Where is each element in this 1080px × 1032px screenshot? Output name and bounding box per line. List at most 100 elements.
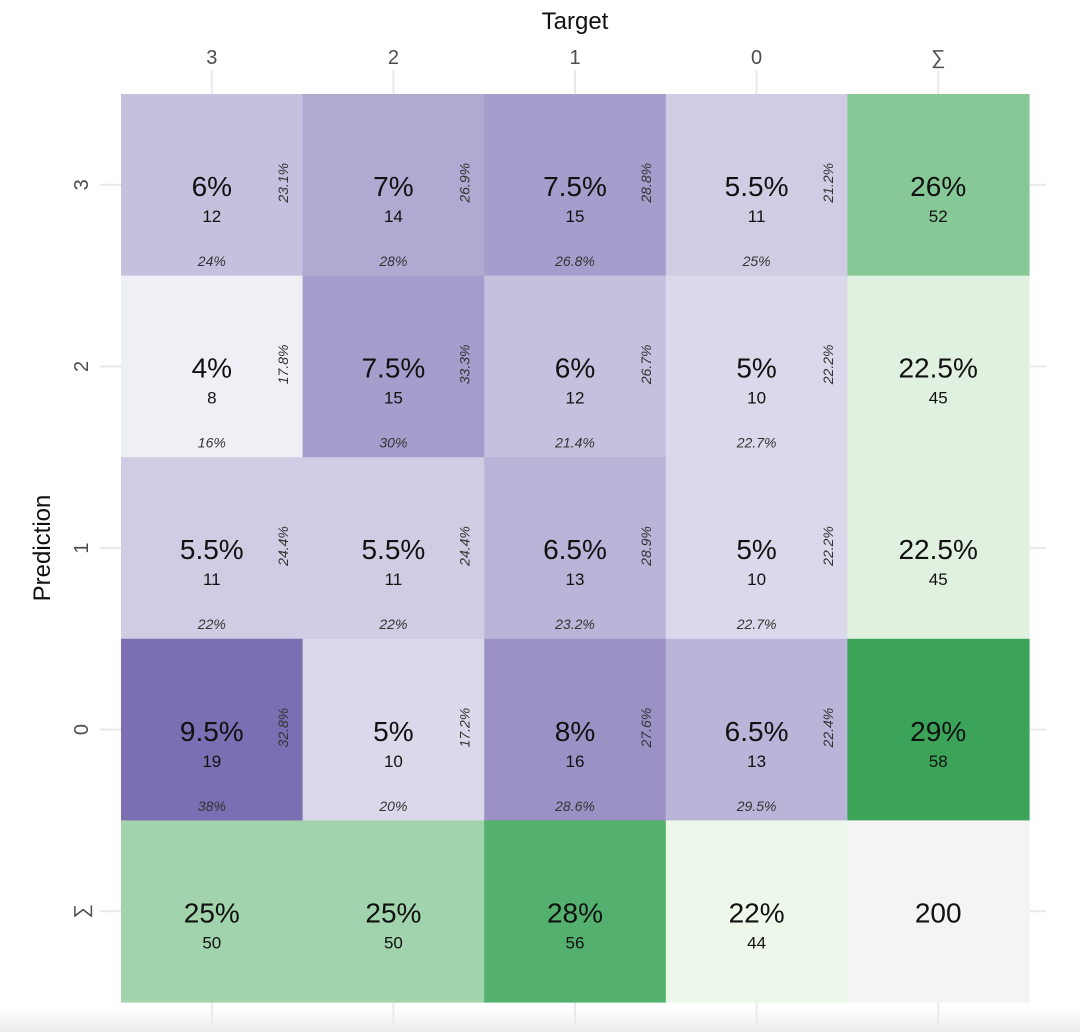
cell-percentage: 7.5% bbox=[543, 171, 607, 202]
x-tick-label: ∑ bbox=[931, 47, 945, 69]
cell-column-percentage: 26.8% bbox=[554, 253, 595, 269]
cell-row-percentage: 33.3% bbox=[457, 345, 473, 385]
matrix-cell bbox=[484, 457, 667, 640]
cell-row-percentage: 32.8% bbox=[275, 708, 291, 748]
matrix-cell bbox=[302, 94, 485, 277]
bottom-fade bbox=[0, 1006, 1080, 1032]
cell-count: 12 bbox=[566, 389, 585, 408]
cell-percentage: 5.5% bbox=[180, 534, 244, 565]
sum-cell bbox=[302, 820, 485, 1003]
cell-count: 19 bbox=[202, 752, 221, 771]
total-count: 200 bbox=[915, 897, 962, 928]
sum-count: 58 bbox=[929, 752, 948, 771]
cell-percentage: 4% bbox=[192, 353, 232, 384]
x-axis-title: Target bbox=[542, 8, 609, 35]
sum-cell bbox=[847, 638, 1030, 821]
y-tick-label: 3 bbox=[71, 179, 93, 190]
cells: 6% 12 24% 23.1% 7% 14 28% 26.9% 7.5% 15 26.8% 28.8%… bbox=[121, 94, 1030, 1003]
cell-count: 10 bbox=[384, 752, 403, 771]
cell-row-percentage: 28.9% bbox=[638, 526, 654, 567]
x-tick-label: 0 bbox=[751, 47, 762, 69]
sum-percentage: 29% bbox=[910, 716, 966, 747]
cell-percentage: 5% bbox=[373, 716, 413, 747]
sum-percentage: 25% bbox=[184, 897, 240, 928]
cell-percentage: 6.5% bbox=[725, 716, 789, 747]
cell-column-percentage: 22.7% bbox=[736, 435, 777, 451]
cell-count: 13 bbox=[747, 752, 766, 771]
total-cell bbox=[847, 820, 1030, 1003]
cell-row-percentage: 26.7% bbox=[638, 345, 654, 386]
matrix-cell bbox=[665, 457, 848, 640]
sum-percentage: 22.5% bbox=[898, 534, 977, 565]
sum-count: 50 bbox=[384, 933, 403, 952]
matrix-cell bbox=[484, 94, 667, 277]
sum-cell bbox=[847, 275, 1030, 458]
cell-percentage: 6.5% bbox=[543, 534, 607, 565]
cell-column-percentage: 16% bbox=[198, 435, 226, 451]
sum-cell bbox=[484, 820, 667, 1003]
y-tick-label: ∑ bbox=[71, 904, 93, 918]
cell-count: 10 bbox=[747, 570, 766, 589]
cell-row-percentage: 28.8% bbox=[638, 163, 654, 204]
cell-column-percentage: 28% bbox=[378, 253, 407, 269]
cell-percentage: 6% bbox=[555, 353, 595, 384]
cell-column-percentage: 30% bbox=[379, 435, 407, 451]
cell-percentage: 5% bbox=[736, 534, 776, 565]
cell-percentage: 5.5% bbox=[361, 534, 425, 565]
sum-percentage: 22.5% bbox=[898, 353, 977, 384]
cell-percentage: 7% bbox=[373, 171, 413, 202]
sum-percentage: 25% bbox=[365, 897, 421, 928]
matrix-cell bbox=[302, 638, 485, 821]
matrix-cell bbox=[484, 275, 667, 458]
cell-row-percentage: 17.8% bbox=[275, 345, 291, 385]
y-axis-title: Prediction bbox=[29, 495, 56, 602]
matrix-cell bbox=[665, 94, 848, 277]
matrix-cell bbox=[665, 275, 848, 458]
matrix-cell bbox=[302, 457, 485, 640]
cell-count: 12 bbox=[202, 207, 221, 226]
cell-row-percentage: 22.2% bbox=[820, 345, 836, 386]
x-tick-label: 1 bbox=[569, 47, 580, 69]
matrix-cell bbox=[302, 275, 485, 458]
cell-row-percentage: 21.2% bbox=[820, 163, 836, 204]
sum-cell bbox=[121, 820, 304, 1003]
sum-percentage: 28% bbox=[547, 897, 603, 928]
sum-count: 44 bbox=[747, 933, 766, 952]
sum-percentage: 26% bbox=[910, 171, 966, 202]
cell-count: 15 bbox=[384, 389, 403, 408]
cell-count: 15 bbox=[566, 207, 585, 226]
cell-percentage: 8% bbox=[555, 716, 595, 747]
y-tick-label: 1 bbox=[71, 542, 93, 553]
cell-row-percentage: 22.2% bbox=[820, 526, 836, 567]
matrix-cell bbox=[121, 457, 304, 640]
cell-row-percentage: 27.6% bbox=[638, 708, 654, 749]
cell-percentage: 9.5% bbox=[180, 716, 244, 747]
sum-count: 52 bbox=[929, 207, 948, 226]
cell-count: 13 bbox=[566, 570, 585, 589]
cell-column-percentage: 29.5% bbox=[736, 798, 777, 814]
sum-cell bbox=[847, 457, 1030, 640]
matrix-cell bbox=[121, 94, 304, 277]
cell-percentage: 6% bbox=[192, 171, 232, 202]
cell-count: 11 bbox=[385, 570, 403, 589]
matrix-cell bbox=[121, 275, 304, 458]
cell-column-percentage: 23.2% bbox=[554, 616, 595, 632]
matrix-cell bbox=[484, 638, 667, 821]
sum-count: 45 bbox=[929, 389, 948, 408]
cell-column-percentage: 38% bbox=[198, 798, 226, 814]
sum-cell bbox=[847, 94, 1030, 277]
cell-row-percentage: 26.9% bbox=[457, 163, 473, 204]
cell-percentage: 5% bbox=[736, 353, 776, 384]
cell-count: 14 bbox=[384, 207, 403, 226]
cell-row-percentage: 22.4% bbox=[820, 708, 836, 749]
cell-column-percentage: 22.7% bbox=[736, 616, 777, 632]
matrix-cell bbox=[121, 638, 304, 821]
sum-count: 50 bbox=[202, 933, 221, 952]
cell-column-percentage: 20% bbox=[378, 798, 407, 814]
matrix-cell bbox=[665, 638, 848, 821]
x-tick-label: 3 bbox=[206, 47, 217, 69]
cell-count: 10 bbox=[747, 389, 766, 408]
cell-column-percentage: 21.4% bbox=[554, 435, 595, 451]
